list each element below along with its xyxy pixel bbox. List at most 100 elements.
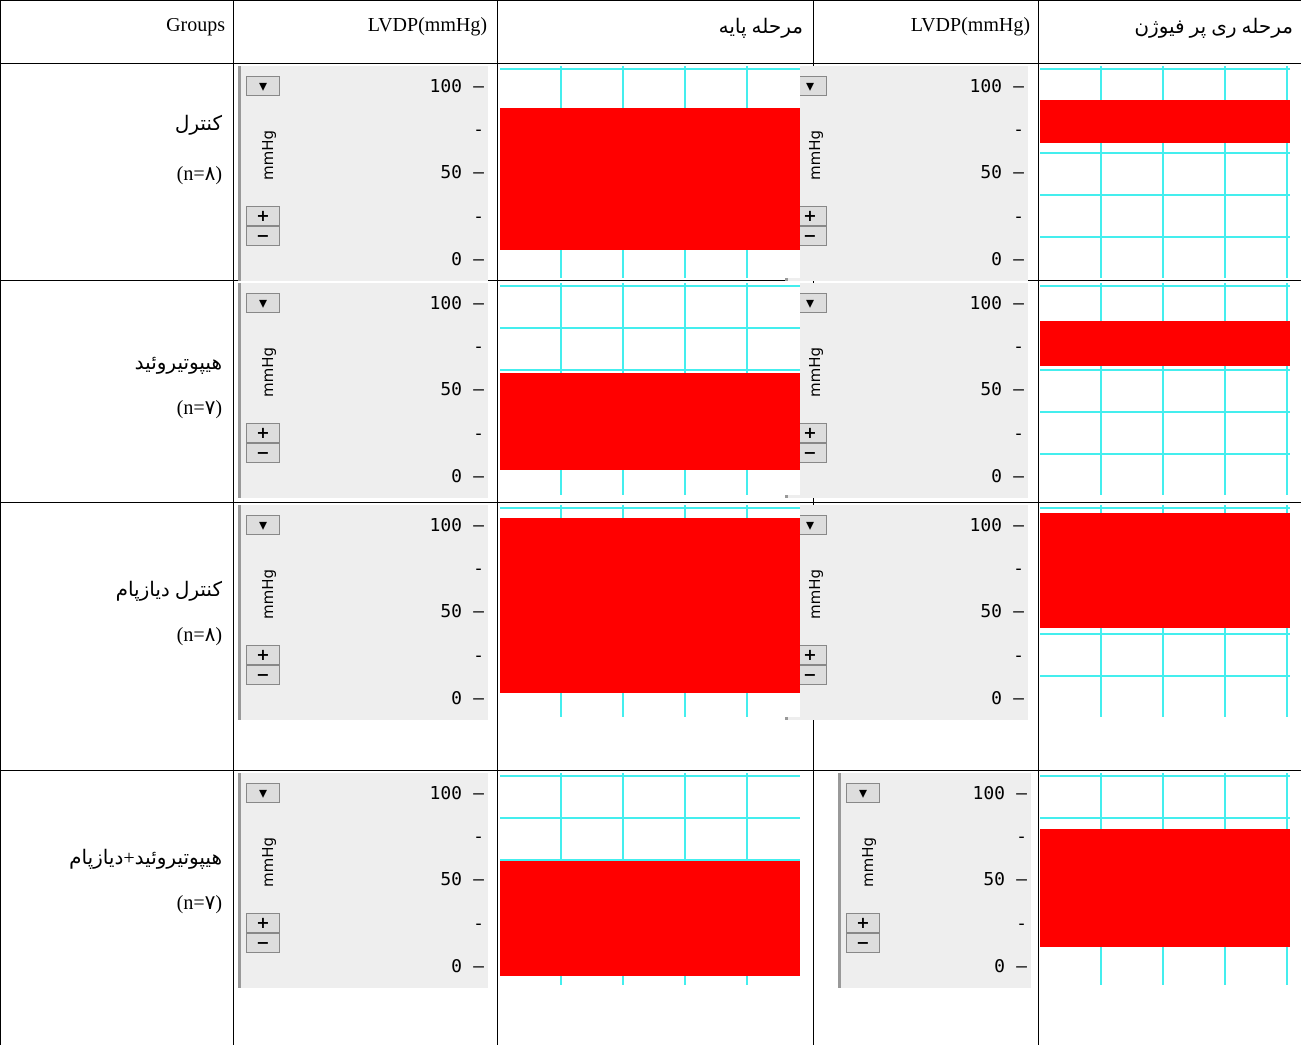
dropdown-button: ▾ (246, 515, 280, 535)
tick-dash: – (473, 379, 484, 400)
tick-label: 50 (440, 162, 462, 183)
header-text: LVDP(mmHg) (368, 14, 487, 37)
tick-dash: – (473, 293, 484, 314)
group-name: کنترل (175, 111, 222, 136)
tick-dash: - (473, 826, 484, 847)
minus-button: − (246, 443, 280, 463)
tick-label: 0 (991, 466, 1002, 487)
header-text: Groups (166, 14, 225, 37)
trace-fill (1040, 829, 1290, 947)
tick-dash: - (473, 645, 484, 666)
trace-fill (500, 373, 800, 470)
tick-dash: – (1013, 601, 1024, 622)
tick-label: 50 (983, 869, 1005, 890)
tick-dash: – (473, 515, 484, 536)
unit-label: mmHg (259, 347, 277, 397)
trace-fill (1040, 513, 1290, 628)
tick-label: 100 (429, 515, 462, 536)
tick-dash: - (473, 423, 484, 444)
plus-button: + (846, 913, 880, 933)
trace-fill (1040, 321, 1290, 366)
unit-label: mmHg (806, 347, 824, 397)
tick-label: 50 (440, 601, 462, 622)
axis-panel: ▾+−mmHg100–50–0–-- (785, 66, 1028, 281)
trace-plot (1040, 283, 1290, 495)
tick-dash: - (473, 558, 484, 579)
tick-dash: – (473, 601, 484, 622)
trace-plot (500, 283, 800, 495)
unit-label: mmHg (806, 130, 824, 180)
trace-plot (500, 66, 800, 278)
header-text: LVDP(mmHg) (911, 14, 1030, 37)
tick-dash: – (473, 783, 484, 804)
tick-label: 0 (451, 688, 462, 709)
tick-label: 50 (980, 601, 1002, 622)
group-n: (n=۸) (177, 622, 222, 647)
dropdown-button: ▾ (246, 783, 280, 803)
tick-dash: – (473, 466, 484, 487)
tick-dash: - (473, 336, 484, 357)
tick-dash: - (1013, 645, 1024, 666)
group-n: (n=۸) (177, 161, 222, 186)
tick-dash: – (1013, 515, 1024, 536)
tick-label: 100 (969, 515, 1002, 536)
minus-button: − (846, 933, 880, 953)
tick-dash: – (473, 956, 484, 977)
header-text: مرحله ری پر فیوژن (1134, 14, 1293, 39)
tick-dash: – (1013, 162, 1024, 183)
trace-fill (500, 518, 800, 693)
tick-label: 100 (429, 76, 462, 97)
plus-button: + (246, 423, 280, 443)
trace-fill (1040, 100, 1290, 143)
tick-dash: – (473, 869, 484, 890)
tick-label: 100 (429, 783, 462, 804)
tick-label: 50 (440, 379, 462, 400)
tick-dash: - (1013, 336, 1024, 357)
plus-button: + (246, 913, 280, 933)
tick-label: 0 (451, 466, 462, 487)
tick-dash: - (1013, 558, 1024, 579)
group-name: هیپوتیروئید+دیازپام (69, 845, 222, 870)
tick-dash: - (1013, 206, 1024, 227)
tick-dash: – (473, 76, 484, 97)
trace-plot (500, 773, 800, 985)
trace-plot (1040, 773, 1290, 985)
tick-dash: – (1016, 869, 1027, 890)
tick-dash: – (1013, 76, 1024, 97)
group-n: (n=۷) (177, 890, 222, 915)
minus-button: − (246, 665, 280, 685)
dropdown-button: ▾ (246, 76, 280, 96)
trace-plot (1040, 66, 1290, 278)
dropdown-button: ▾ (846, 783, 880, 803)
tick-label: 50 (980, 379, 1002, 400)
tick-dash: – (1016, 956, 1027, 977)
group-name: کنترل دیازپام (116, 577, 222, 602)
plus-button: + (246, 206, 280, 226)
tick-dash: – (1013, 249, 1024, 270)
group-name: هیپوتیروئید (135, 350, 222, 375)
trace-plot (500, 505, 800, 717)
unit-label: mmHg (259, 569, 277, 619)
tick-label: 100 (972, 783, 1005, 804)
tick-dash: - (1016, 913, 1027, 934)
tick-dash: - (473, 913, 484, 934)
minus-button: − (246, 226, 280, 246)
tick-label: 100 (969, 76, 1002, 97)
axis-panel: ▾+−mmHg100–50–0–-- (238, 505, 488, 720)
tick-label: 100 (969, 293, 1002, 314)
tick-dash: – (1016, 783, 1027, 804)
tick-label: 0 (451, 956, 462, 977)
tick-label: 50 (980, 162, 1002, 183)
table-cell (0, 280, 234, 503)
tick-label: 100 (429, 293, 462, 314)
tick-dash: - (1016, 826, 1027, 847)
minus-button: − (246, 933, 280, 953)
tick-label: 0 (994, 956, 1005, 977)
tick-label: 50 (440, 869, 462, 890)
